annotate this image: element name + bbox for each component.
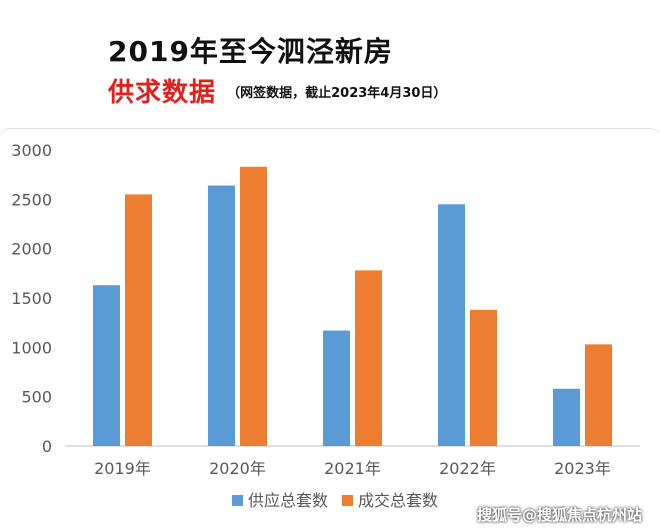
y-tick-label: 0 (42, 437, 52, 456)
y-tick-label: 1000 (11, 338, 52, 357)
bar-deal (355, 270, 382, 446)
bar-deal (585, 344, 612, 446)
legend-swatch-deal (342, 495, 353, 506)
bar-supply (323, 330, 350, 446)
bar-deal (470, 309, 497, 446)
y-tick-label: 500 (21, 388, 52, 407)
y-tick-label: 2500 (11, 190, 52, 209)
x-tick-label: 2019年 (94, 459, 151, 478)
legend-label-deal: 成交总套数 (358, 491, 438, 510)
subtitle-row: 供求数据 （网签数据，截止2023年4月30日） (108, 72, 446, 109)
x-tick-label: 2022年 (439, 459, 496, 478)
y-tick-label: 1500 (11, 289, 52, 308)
y-tick-label: 3000 (11, 141, 52, 160)
bar-deal (125, 194, 152, 446)
bar-supply (208, 185, 235, 446)
watermark: 搜狐号@搜狐焦点杭州站 (476, 506, 642, 524)
x-tick-label: 2023年 (554, 459, 611, 478)
bar-supply (438, 204, 465, 446)
x-tick-label: 2021年 (324, 459, 381, 478)
bar-supply (553, 388, 580, 446)
legend-label-supply: 供应总套数 (248, 491, 328, 510)
bar-deal (240, 166, 267, 447)
y-tick-label: 2000 (11, 240, 52, 259)
chart-subtitle: 供求数据 (108, 78, 217, 108)
data-source-note: （网签数据，截止2023年4月30日） (227, 86, 447, 101)
x-tick-label: 2020年 (209, 459, 266, 478)
legend-swatch-supply (232, 495, 243, 506)
bar-supply (93, 285, 120, 446)
chart-title: 2019年至今泗泾新房 (108, 35, 393, 68)
